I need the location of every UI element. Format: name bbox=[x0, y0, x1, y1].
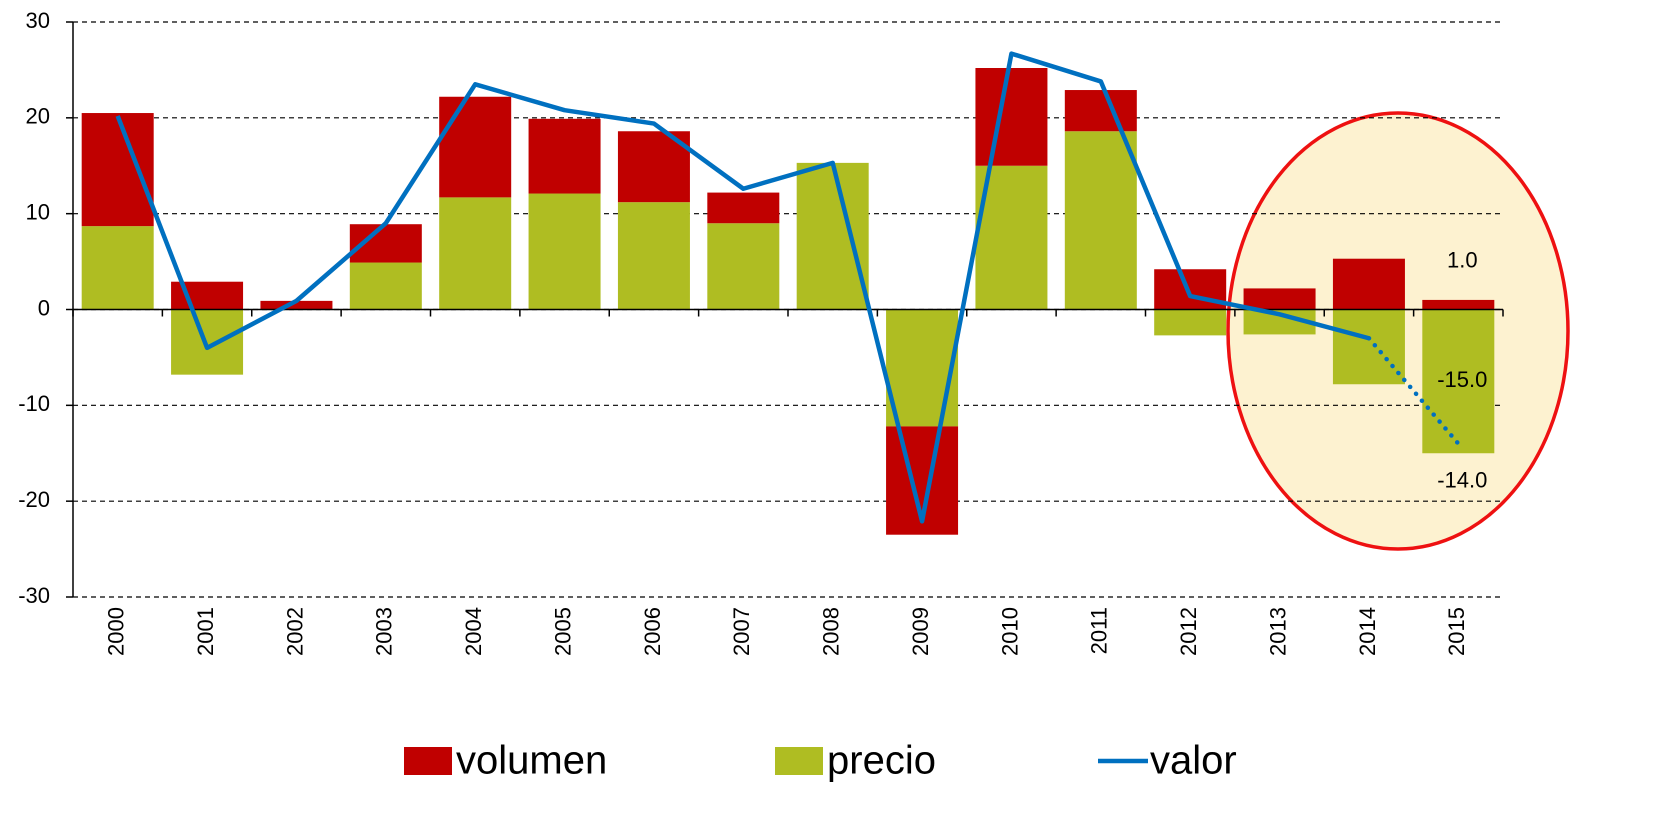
bar bbox=[886, 309, 959, 427]
x-tick-label: 2013 bbox=[1265, 607, 1290, 656]
x-tick-label: 2011 bbox=[1087, 607, 1112, 654]
y-tick-label: -30 bbox=[18, 583, 50, 608]
x-tick-label: 2007 bbox=[729, 607, 754, 656]
legend-label: valor bbox=[1150, 739, 1237, 783]
x-tick-label: 2008 bbox=[819, 607, 844, 656]
bar bbox=[439, 197, 512, 310]
bar bbox=[707, 223, 780, 310]
legend-swatch bbox=[775, 747, 823, 775]
data-label: -14.0 bbox=[1437, 467, 1487, 492]
x-tick-label: 2014 bbox=[1355, 607, 1380, 656]
x-tick-label: 2006 bbox=[640, 607, 665, 656]
bar bbox=[349, 262, 422, 310]
y-tick-label: -10 bbox=[18, 391, 50, 416]
y-tick-label: 0 bbox=[38, 295, 50, 320]
legend-label: volumen bbox=[456, 739, 607, 783]
bar bbox=[975, 68, 1048, 166]
x-tick-label: 2003 bbox=[372, 607, 397, 656]
bar bbox=[528, 118, 601, 194]
y-tick-label: 10 bbox=[26, 199, 50, 224]
bar bbox=[1422, 299, 1495, 310]
bar bbox=[528, 193, 601, 310]
x-tick-label: 2004 bbox=[461, 607, 486, 656]
y-tick-label: -20 bbox=[18, 487, 50, 512]
x-tick-label: 2015 bbox=[1444, 607, 1469, 656]
data-label: -15.0 bbox=[1437, 367, 1487, 392]
y-tick-label: 20 bbox=[26, 104, 50, 129]
bar bbox=[617, 202, 690, 310]
bar bbox=[1064, 90, 1137, 132]
x-tick-label: 2002 bbox=[282, 607, 307, 656]
bar bbox=[260, 300, 333, 310]
bar bbox=[1064, 131, 1137, 310]
x-tick-label: 2000 bbox=[104, 607, 129, 656]
legend-label: precio bbox=[827, 739, 936, 783]
bar bbox=[796, 162, 869, 310]
y-tick-label: 30 bbox=[26, 8, 50, 33]
legend-swatch bbox=[404, 747, 452, 775]
bar bbox=[1332, 309, 1405, 385]
bar bbox=[1422, 309, 1495, 454]
bar bbox=[1243, 288, 1316, 310]
bar bbox=[81, 226, 154, 310]
bar bbox=[1154, 309, 1227, 336]
x-tick-label: 2010 bbox=[997, 607, 1022, 656]
bar bbox=[707, 192, 780, 224]
x-tick-label: 2009 bbox=[908, 607, 933, 656]
x-tick-label: 2001 bbox=[193, 607, 218, 656]
bar bbox=[439, 96, 512, 198]
bar bbox=[1332, 258, 1405, 310]
bar bbox=[81, 113, 154, 227]
data-label: 1.0 bbox=[1447, 248, 1478, 273]
line bbox=[115, 51, 1370, 524]
x-tick-label: 2005 bbox=[550, 607, 575, 656]
x-tick-label: 2012 bbox=[1176, 607, 1201, 656]
